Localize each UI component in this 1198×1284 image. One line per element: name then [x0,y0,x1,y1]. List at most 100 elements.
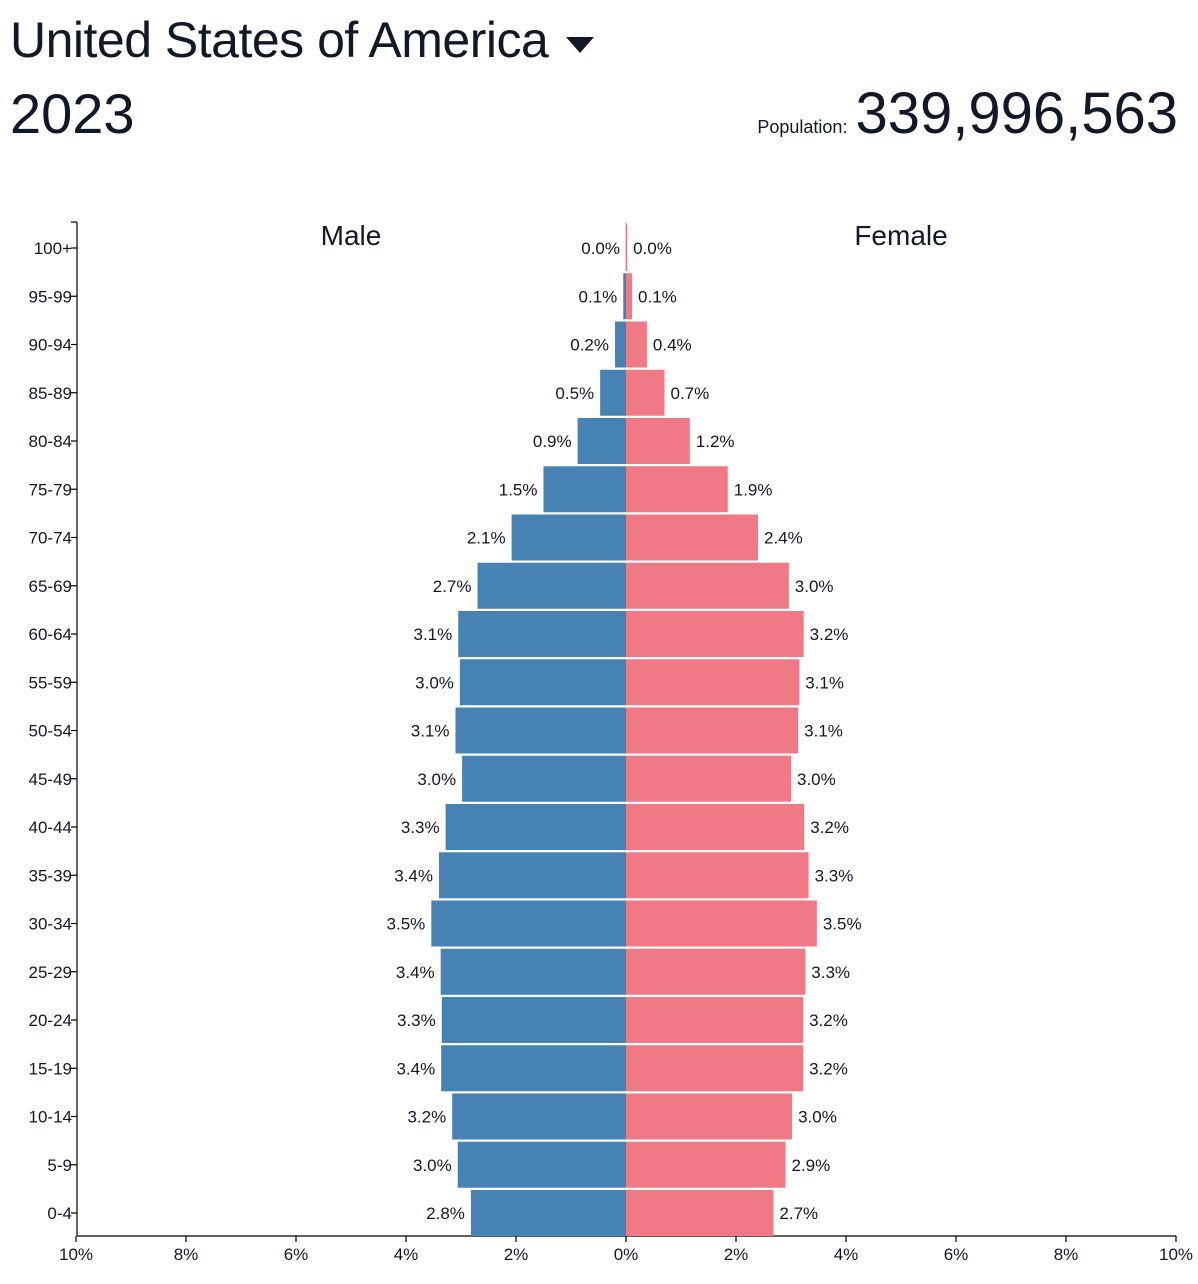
female-value-label: 2.9% [792,1156,831,1175]
female-value-label: 0.4% [653,336,692,355]
y-tick-label: 5-9 [47,1156,72,1175]
y-tick-label: 50-54 [29,722,72,741]
male-value-label: 3.0% [417,770,456,789]
male-value-label: 0.5% [555,384,594,403]
country-name[interactable]: United States of America [10,12,549,68]
x-tick-label: 2% [724,1245,749,1264]
male-value-label: 0.0% [581,239,620,258]
female-bar [626,562,789,609]
female-bar [626,755,791,802]
male-bar [477,562,626,609]
female-bar [626,900,817,947]
x-tick-label: 10% [1159,1245,1193,1264]
population-display: Population: 339,996,563 [757,82,1178,146]
male-value-label: 0.2% [570,336,609,355]
male-bar [600,369,626,416]
y-tick-label: 35-39 [29,866,72,885]
female-bar [626,1190,774,1236]
x-tick-label: 6% [284,1245,309,1264]
female-series-title: Female [854,220,947,251]
female-bar [626,707,799,754]
female-bar [626,321,647,368]
male-bar [511,514,626,561]
female-value-label: 3.2% [810,625,849,644]
male-value-label: 0.1% [579,287,618,306]
y-tick-label: 45-49 [29,770,72,789]
male-bar [441,997,626,1043]
male-value-label: 1.5% [499,480,538,499]
y-tick-label: 60-64 [29,625,72,644]
male-bar [455,707,626,754]
female-bar [626,948,806,995]
male-bar [623,273,626,320]
female-value-label: 3.2% [809,1011,848,1030]
male-value-label: 3.3% [401,818,440,837]
male-value-label: 2.1% [467,529,506,548]
y-tick-label: 20-24 [29,1011,72,1030]
y-tick-label: 85-89 [29,384,72,403]
female-value-label: 3.1% [804,722,843,741]
female-value-label: 3.1% [805,673,844,692]
male-bar [439,852,626,899]
female-value-label: 2.4% [764,529,803,548]
male-bar [457,1141,626,1188]
male-value-label: 3.1% [411,722,450,741]
y-tick-label: 65-69 [29,577,72,596]
y-tick-label: 15-19 [29,1059,72,1078]
male-value-label: 2.8% [426,1204,465,1223]
y-tick-label: 100+ [34,239,72,258]
x-tick-label: 10% [59,1245,93,1264]
female-bar [626,1045,804,1092]
male-bar [440,948,626,995]
female-bar [626,611,804,657]
female-bar [626,273,633,320]
male-value-label: 3.0% [413,1156,452,1175]
y-tick-label: 55-59 [29,673,72,692]
y-tick-label: 25-29 [29,963,72,982]
male-bar [441,1045,626,1092]
female-value-label: 3.5% [823,915,862,934]
female-bar [626,804,805,850]
male-value-label: 3.2% [407,1108,446,1127]
caret-down-icon[interactable] [566,37,595,53]
chart-header: United States of America 2023 Population… [10,6,1188,156]
male-value-label: 2.7% [433,577,472,596]
country-selector[interactable]: United States of America [10,10,595,70]
y-tick-label: 40-44 [29,818,72,837]
male-value-label: 3.0% [415,673,454,692]
y-tick-label: 75-79 [29,480,72,499]
female-bar [626,852,809,899]
female-bar [626,1093,793,1140]
male-bar [445,804,626,850]
male-value-label: 3.4% [396,963,435,982]
female-value-label: 3.3% [815,866,854,885]
male-value-label: 0.9% [533,432,572,451]
male-bar [462,755,626,802]
male-value-label: 3.4% [396,1059,435,1078]
x-tick-label: 8% [174,1245,199,1264]
female-bar [626,466,728,513]
female-value-label: 3.2% [809,1059,848,1078]
x-tick-label: 4% [834,1245,859,1264]
male-bar [577,418,626,464]
y-tick-label: 80-84 [29,432,72,451]
x-tick-label: 4% [394,1245,419,1264]
male-bar [470,1190,626,1236]
female-value-label: 2.7% [779,1204,818,1223]
x-tick-label: 2% [504,1245,529,1264]
female-value-label: 1.2% [696,432,735,451]
female-bar [626,1141,786,1188]
female-value-label: 0.1% [638,287,677,306]
female-value-label: 3.0% [797,770,836,789]
x-tick-label: 0% [614,1245,639,1264]
population-value: 339,996,563 [855,81,1178,146]
female-bar [626,369,665,416]
year-label: 2023 [10,82,135,145]
male-bar [431,900,626,947]
male-bar [543,466,626,513]
y-tick-label: 95-99 [29,287,72,306]
male-series-title: Male [321,220,382,251]
male-bar [458,611,626,657]
male-value-label: 3.3% [397,1011,436,1030]
y-tick-label: 10-14 [29,1108,72,1127]
